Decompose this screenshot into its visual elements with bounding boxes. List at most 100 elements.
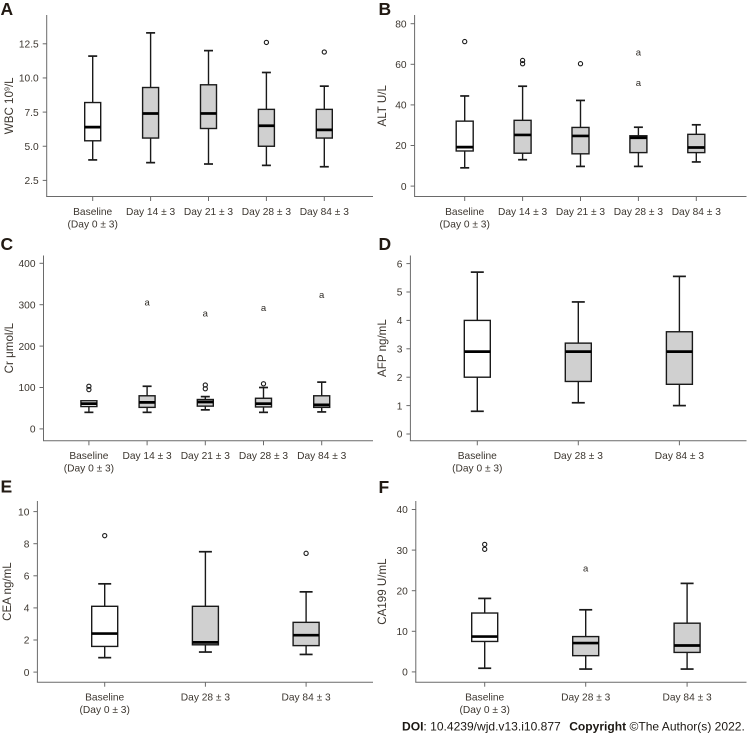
category-label: Day 28 ± 3	[614, 207, 664, 218]
y-tick-label: 60	[395, 60, 407, 71]
y-axis-title-superscript: 9	[2, 87, 11, 91]
extreme-marker-a: a	[583, 564, 589, 575]
outlier-circle	[202, 382, 208, 388]
category-label: Day 28 ± 3	[554, 451, 604, 462]
y-tick-label: 20	[396, 586, 408, 597]
panel-f: F CA199 U/mL 0 10 20 30 40 Baseline(Day 0 ± 3) D…	[376, 477, 747, 716]
category-label: Day 21 ± 3	[184, 207, 234, 218]
outlier-circle	[260, 381, 267, 387]
box-e-2	[292, 550, 320, 656]
category-label: Baseline	[73, 207, 112, 218]
y-axis-title-e: CEA ng/mL	[1, 562, 14, 621]
category-label: Day 14 ± 3	[498, 207, 548, 218]
box-rect	[572, 635, 600, 657]
category-label: Day 28 ± 3	[239, 451, 289, 462]
box-rect	[83, 101, 102, 142]
outlier-circle	[102, 533, 108, 539]
category-label: (Day 0 ± 3)	[68, 219, 118, 230]
box-f-0	[471, 541, 499, 670]
panel-letter-f: F	[379, 477, 390, 497]
panel-letter-a: A	[1, 0, 14, 19]
box-rect	[673, 622, 701, 654]
category-label: Baseline	[69, 451, 108, 462]
panel-c: C Cr μmol/L 0 100 200 300 400 Baseline (Day 0 ± …	[1, 234, 373, 475]
box-c-1: a	[138, 298, 156, 414]
box-rect	[629, 135, 648, 154]
extreme-marker-a: a	[319, 290, 325, 301]
y-axis-title-text: /L	[3, 77, 16, 87]
y-axis-title-a: WBC 109/L	[2, 77, 16, 134]
extreme-marker-a: a	[144, 298, 150, 309]
outlier-circle	[482, 541, 488, 548]
box-rect	[313, 395, 331, 409]
y-axis-title-text: WBC 10	[3, 91, 16, 134]
y-tick-label: 10	[18, 507, 30, 518]
outlier-circle	[519, 57, 526, 64]
category-label: Day 84 ± 3	[662, 693, 712, 704]
y-tick-label: 2.5	[25, 176, 39, 187]
box-a-1	[141, 32, 160, 164]
box-rect	[191, 605, 220, 646]
box-c-4: a	[313, 290, 331, 413]
panel-d: D AFP ng/mL 0 1 2 3 4 5 6 Baseline (Day 0 ± 3) Day …	[376, 234, 747, 475]
outlier-circle	[321, 49, 327, 55]
outlier-circle	[303, 550, 309, 556]
y-tick-label: 2	[24, 636, 30, 647]
category-label: Day 21 ± 3	[556, 207, 606, 218]
panel-letter-b: B	[379, 0, 392, 19]
y-tick-label: 0	[397, 430, 403, 441]
extreme-marker-a: a	[636, 78, 642, 89]
y-tick-label: 40	[396, 505, 408, 516]
box-rect	[463, 319, 491, 378]
y-tick-label: 2	[397, 373, 403, 384]
panel-letter-c: C	[1, 234, 14, 254]
y-tick-label: 5	[397, 288, 403, 299]
y-tick-label: 400	[19, 259, 36, 270]
outlier-circle	[577, 61, 584, 67]
box-c-0	[80, 383, 98, 414]
category-label: (Day 0 ± 3)	[80, 705, 130, 716]
category-label: Baseline	[85, 693, 124, 704]
y-tick-label: 6	[397, 259, 403, 270]
box-a-3	[257, 39, 276, 167]
category-label: Day 84 ± 3	[672, 207, 722, 218]
y-tick-label: 0	[30, 425, 36, 436]
category-label: (Day 0 ± 3)	[64, 464, 114, 475]
y-tick-label: 100	[19, 383, 36, 394]
box-d-2	[665, 275, 694, 407]
panel-e: E CEA ng/mL 0 2 4 6 8 10 Baseline(Day 0 ± 3) Day …	[1, 477, 373, 716]
category-label: Day 21 ± 3	[181, 451, 231, 462]
category-label: Day 14 ± 3	[126, 207, 176, 218]
box-rect	[315, 108, 333, 139]
category-label: (Day 0 ± 3)	[460, 705, 510, 716]
y-tick-label: 1	[397, 401, 403, 412]
box-d-1	[564, 301, 592, 404]
box-c-3: a	[254, 303, 273, 414]
y-tick-label: 80	[395, 19, 407, 30]
box-b-4	[687, 123, 706, 163]
box-b-3: aa	[629, 47, 648, 168]
y-tick-label: 0	[401, 182, 407, 193]
category-label: Baseline	[458, 451, 497, 462]
category-label: Day 84 ± 3	[297, 451, 347, 462]
box-rect	[455, 120, 474, 152]
category-label: Day 28 ± 3	[181, 693, 231, 704]
box-rect	[571, 126, 590, 155]
y-axis-title-f: CA199 U/mL	[376, 558, 389, 625]
y-tick-label: 10.0	[19, 74, 39, 85]
outlier-circle	[86, 386, 92, 393]
box-rect	[513, 119, 532, 154]
y-tick-label: 200	[19, 342, 36, 353]
panel-b: B ALT U/L 0 20 40 60 80 Baseline(Day 0 ± 3) Day …	[376, 0, 747, 230]
y-tick-label: 7.5	[25, 108, 39, 119]
box-b-1	[513, 57, 532, 161]
y-tick-label: 20	[395, 141, 407, 152]
box-a-0	[83, 55, 102, 161]
outlier-circle	[263, 39, 270, 46]
y-tick-label: 0	[24, 668, 30, 679]
outlier-circle	[482, 546, 488, 552]
outlier-circle	[86, 383, 92, 389]
y-axis-title-c: Cr μmol/L	[3, 322, 16, 373]
